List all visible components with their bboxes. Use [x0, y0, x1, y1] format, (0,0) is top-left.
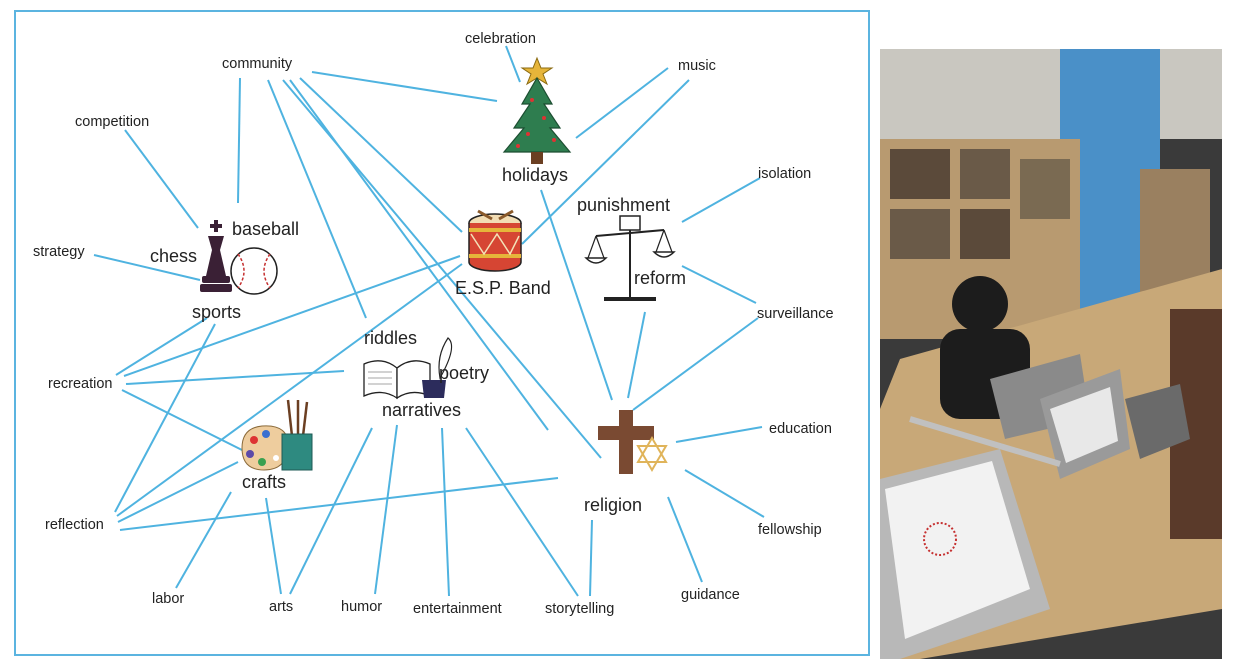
edges [93, 45, 765, 597]
edge-storytelling-religion [589, 519, 593, 597]
hub-riddles: riddles [364, 328, 417, 348]
edge-arts-narratives [289, 427, 373, 595]
edge-recreation-band [123, 255, 461, 377]
edge-surveillance-religion [632, 317, 759, 411]
edge-reform-religion [627, 311, 646, 399]
edge-community-riddles [267, 79, 367, 319]
edge-competition-chess [124, 129, 199, 229]
edge-guidance-religion [667, 496, 703, 583]
edge-music-holidays [575, 67, 669, 139]
term-recreation: recreation [48, 376, 112, 392]
hub-religion: religion [584, 495, 642, 515]
religion-icon [581, 410, 668, 480]
edge-strategy-chess [93, 254, 201, 281]
hub-holidays: holidays [502, 165, 568, 185]
chess-king-icon [200, 220, 232, 292]
edge-community-baseball [237, 77, 241, 204]
edge-holidays-religion [540, 189, 613, 401]
hub-reform: reform [634, 268, 686, 288]
edge-arts-crafts [265, 497, 282, 595]
baseball-icon [230, 247, 278, 295]
term-storytelling: storytelling [545, 601, 614, 617]
hub-punishment: punishment [577, 195, 670, 215]
term-fellowship: fellowship [758, 522, 822, 538]
edge-surveillance-reform [681, 265, 757, 304]
edge-reflection-crafts [117, 461, 239, 523]
term-labor: labor [152, 591, 184, 607]
palette-icon [241, 425, 289, 471]
edge-recreation-sports [115, 317, 208, 376]
edge-community-narratives [289, 79, 549, 431]
hub-band: E.S.P. Band [455, 278, 551, 298]
tree-icon [502, 56, 572, 164]
term-celebration: celebration [465, 31, 536, 47]
book-icon [363, 360, 431, 400]
edge-fellowship-religion [684, 469, 765, 518]
brushes-icon [281, 399, 313, 471]
classroom-photo-drawing [880, 49, 1222, 659]
term-entertainment: entertainment [413, 601, 502, 617]
term-guidance: guidance [681, 587, 740, 603]
term-surveillance: surveillance [757, 306, 834, 322]
hub-chess: chess [150, 246, 197, 266]
term-competition: competition [75, 114, 149, 130]
edge-education-religion [675, 426, 763, 443]
hub-poetry: poetry [439, 363, 489, 383]
term-community: community [222, 56, 293, 72]
term-education: education [769, 421, 832, 437]
term-isolation: isolation [758, 166, 811, 182]
drum-icon [468, 209, 522, 272]
term-reflection: reflection [45, 517, 104, 533]
scales-icon [584, 215, 676, 301]
edge-community-holidays [311, 71, 498, 102]
classroom-photo [880, 49, 1222, 659]
edge-recreation-narratives [125, 370, 345, 385]
edge-reflection-religion [119, 477, 559, 531]
term-humor: humor [341, 599, 382, 615]
edge-isolation-punishment [681, 177, 761, 223]
edge-storytelling-narratives [465, 427, 579, 597]
edge-humor-narratives [374, 424, 398, 595]
edge-community-band [299, 77, 463, 233]
edge-reflection-band [116, 263, 463, 517]
quill-icon [422, 337, 453, 398]
edge-reflection-sports [114, 323, 216, 513]
hub-baseball: baseball [232, 219, 299, 239]
term-arts: arts [269, 599, 293, 615]
edge-recreation-crafts [121, 389, 253, 456]
hub-sports: sports [192, 302, 241, 322]
diagram-frame [14, 10, 870, 656]
edge-celebration-holidays [505, 45, 521, 83]
edge-entertainment-narratives [441, 427, 450, 597]
term-music: music [678, 58, 716, 74]
hub-crafts: crafts [242, 472, 286, 492]
hub-narratives: narratives [382, 400, 461, 420]
edge-labor-crafts [175, 491, 232, 589]
term-strategy: strategy [33, 244, 85, 260]
